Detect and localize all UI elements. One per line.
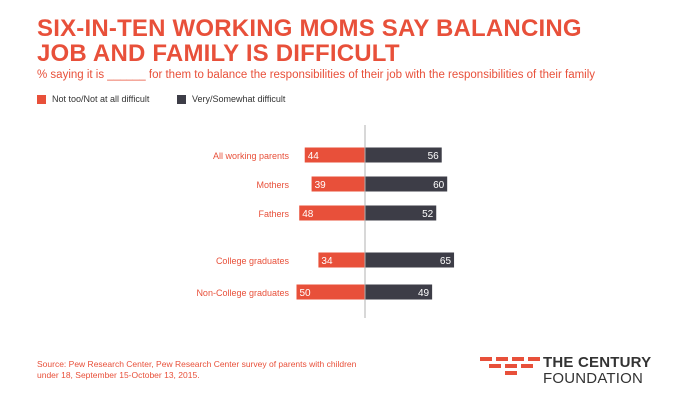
bar-not-difficult bbox=[318, 252, 365, 268]
data-label-difficult: 60 bbox=[433, 180, 445, 191]
legend-item-difficult: Very/Somewhat difficult bbox=[177, 94, 285, 104]
bar-difficult bbox=[365, 176, 448, 192]
logo-line-1: THE CENTURY bbox=[543, 354, 652, 371]
bar-difficult bbox=[365, 147, 442, 163]
data-label-not-difficult: 44 bbox=[308, 151, 320, 162]
legend-swatch-difficult bbox=[177, 94, 186, 104]
category-label: Non-College graduates bbox=[196, 288, 289, 298]
bar-difficult bbox=[365, 205, 437, 221]
data-label-not-difficult: 39 bbox=[315, 180, 327, 191]
legend-label-difficult: Very/Somewhat difficult bbox=[192, 94, 286, 104]
legend-item-not-difficult: Not too/Not at all difficult bbox=[37, 94, 149, 104]
logo-mark-icon bbox=[480, 357, 540, 375]
data-label-difficult: 56 bbox=[428, 151, 440, 162]
legend-label-not-difficult: Not too/Not at all difficult bbox=[52, 94, 150, 104]
data-label-difficult: 52 bbox=[422, 209, 434, 220]
chart-title: SIX-IN-TEN WORKING MOMS SAY BALANCING JO… bbox=[37, 15, 582, 67]
bar-not-difficult bbox=[299, 205, 365, 221]
data-label-not-difficult: 48 bbox=[302, 209, 314, 220]
category-label: All working parents bbox=[213, 151, 290, 161]
data-label-not-difficult: 50 bbox=[300, 288, 312, 299]
bar-not-difficult bbox=[311, 176, 365, 192]
logo-line-2: FOUNDATION bbox=[543, 370, 644, 387]
bar-difficult bbox=[365, 252, 455, 268]
bar-not-difficult bbox=[304, 147, 365, 163]
chart-subtitle: % saying it is ______ for them to balanc… bbox=[37, 69, 596, 81]
legend-swatch-not-difficult bbox=[37, 94, 46, 104]
century-foundation-logo: THE CENTURY FOUNDATION bbox=[480, 355, 651, 387]
category-label: College graduates bbox=[216, 256, 290, 266]
bar-difficult bbox=[365, 284, 433, 300]
data-label-difficult: 49 bbox=[418, 288, 430, 299]
data-label-not-difficult: 34 bbox=[321, 256, 333, 267]
source-note: Source: Pew Research Center, Pew Researc… bbox=[37, 359, 357, 380]
category-label: Fathers bbox=[258, 209, 289, 219]
data-label-difficult: 65 bbox=[440, 256, 452, 267]
bar-not-difficult bbox=[296, 284, 365, 300]
category-label: Mothers bbox=[256, 180, 289, 190]
